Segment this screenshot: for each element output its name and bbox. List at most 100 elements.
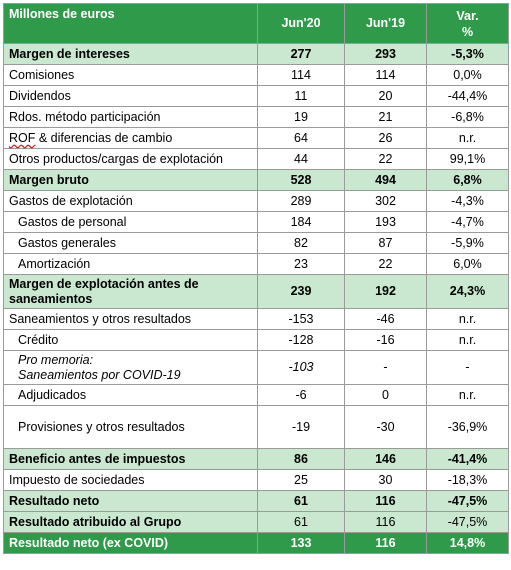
memo-label: Pro memoria: [18,352,94,367]
value-jun20: 25 [257,469,345,491]
table-row: Saneamientos y otros resultados -153 -46… [3,308,509,330]
value-jun19: 116 [344,511,427,533]
table-row: Impuesto de sociedades 25 30 -18,3% [3,469,509,491]
value-jun19: 116 [344,532,427,554]
value-jun20: 528 [257,169,345,191]
table-row: Gastos generales 82 87 -5,9% [3,232,509,254]
value-jun20: -103 [257,350,345,385]
row-label: Gastos generales [3,232,258,254]
row-label: Crédito [3,329,258,351]
value-jun20: 184 [257,211,345,233]
value-var: 0,0% [426,64,509,86]
value-jun19: 193 [344,211,427,233]
table-row: Gastos de explotación 289 302 -4,3% [3,190,509,212]
value-var: 6,8% [426,169,509,191]
value-jun19: 22 [344,253,427,275]
value-jun20: 11 [257,85,345,107]
row-label: Pro memoria: Saneamientos por COVID-19 [3,350,258,385]
table-row: Comisiones 114 114 0,0% [3,64,509,86]
value-jun20: 289 [257,190,345,212]
row-label: Provisiones y otros resultados [3,405,258,449]
value-var: -36,9% [426,405,509,449]
table-row: Dividendos 11 20 -44,4% [3,85,509,107]
value-jun20: 114 [257,64,345,86]
table-row: Gastos de personal 184 193 -4,7% [3,211,509,233]
value-var: -5,9% [426,232,509,254]
value-var: -6,8% [426,106,509,128]
row-label: Comisiones [3,64,258,86]
table-row: Amortización 23 22 6,0% [3,253,509,275]
table-row: Margen de explotación antes de saneamien… [3,274,509,309]
memo-sublabel: Saneamientos por COVID-19 [18,367,181,382]
value-jun19: -46 [344,308,427,330]
value-var: 24,3% [426,274,509,309]
value-var: n.r. [426,127,509,149]
value-jun19: 494 [344,169,427,191]
value-jun19: 87 [344,232,427,254]
value-var: -4,3% [426,190,509,212]
value-jun20: 277 [257,43,345,65]
value-var: n.r. [426,308,509,330]
value-var: 6,0% [426,253,509,275]
row-label: Adjudicados [3,384,258,406]
value-jun19: 293 [344,43,427,65]
row-label: ROF & diferencias de cambio [3,127,258,149]
value-var: n.r. [426,384,509,406]
value-var: - [426,350,509,385]
row-label: Saneamientos y otros resultados [3,308,258,330]
table-footer-row: Resultado neto (ex COVID) 133 116 14,8% [3,532,509,554]
header-jun20: Jun'20 [257,3,345,44]
row-label: Margen de explotación antes de saneamien… [3,274,258,309]
header-var: Var. % [426,3,509,44]
table-header-row: Millones de euros Jun'20 Jun'19 Var. % [3,3,509,44]
row-label: Rdos. método participación [3,106,258,128]
value-jun20: -128 [257,329,345,351]
row-label: Resultado neto [3,490,258,512]
value-jun19: 30 [344,469,427,491]
income-statement-table: Millones de euros Jun'20 Jun'19 Var. % M… [3,3,509,554]
value-jun20: 19 [257,106,345,128]
value-jun19: 21 [344,106,427,128]
value-jun20: 44 [257,148,345,170]
value-var: -47,5% [426,490,509,512]
row-label: Margen de intereses [3,43,258,65]
table-row: Crédito -128 -16 n.r. [3,329,509,351]
value-jun19: 146 [344,448,427,470]
value-jun19: 192 [344,274,427,309]
value-jun20: 23 [257,253,345,275]
table-row: Margen bruto 528 494 6,8% [3,169,509,191]
table-row: ROF & diferencias de cambio 64 26 n.r. [3,127,509,149]
row-label: Resultado neto (ex COVID) [3,532,258,554]
table-row: Provisiones y otros resultados -19 -30 -… [3,405,509,449]
value-var: 99,1% [426,148,509,170]
value-jun19: 302 [344,190,427,212]
value-jun19: 22 [344,148,427,170]
value-var: 14,8% [426,532,509,554]
value-var: n.r. [426,329,509,351]
value-jun20: 239 [257,274,345,309]
value-jun19: 0 [344,384,427,406]
row-label: Dividendos [3,85,258,107]
table-row: Resultado atribuido al Grupo 61 116 -47,… [3,511,509,533]
value-jun20: 61 [257,511,345,533]
table-row: Pro memoria: Saneamientos por COVID-19 -1… [3,350,509,385]
value-jun20: -19 [257,405,345,449]
row-label: Amortización [3,253,258,275]
value-jun20: 133 [257,532,345,554]
table-row: Margen de intereses 277 293 -5,3% [3,43,509,65]
row-label: Gastos de personal [3,211,258,233]
header-jun19: Jun'19 [344,3,427,44]
value-jun20: 61 [257,490,345,512]
value-jun20: -153 [257,308,345,330]
value-var: -4,7% [426,211,509,233]
value-jun19: -16 [344,329,427,351]
table-row: Resultado neto 61 116 -47,5% [3,490,509,512]
table-row: Rdos. método participación 19 21 -6,8% [3,106,509,128]
value-var: -18,3% [426,469,509,491]
value-jun19: 26 [344,127,427,149]
value-var: -47,5% [426,511,509,533]
value-jun20: 86 [257,448,345,470]
table-container: Millones de euros Jun'20 Jun'19 Var. % M… [3,3,509,554]
row-label: Gastos de explotación [3,190,258,212]
value-jun19: 116 [344,490,427,512]
